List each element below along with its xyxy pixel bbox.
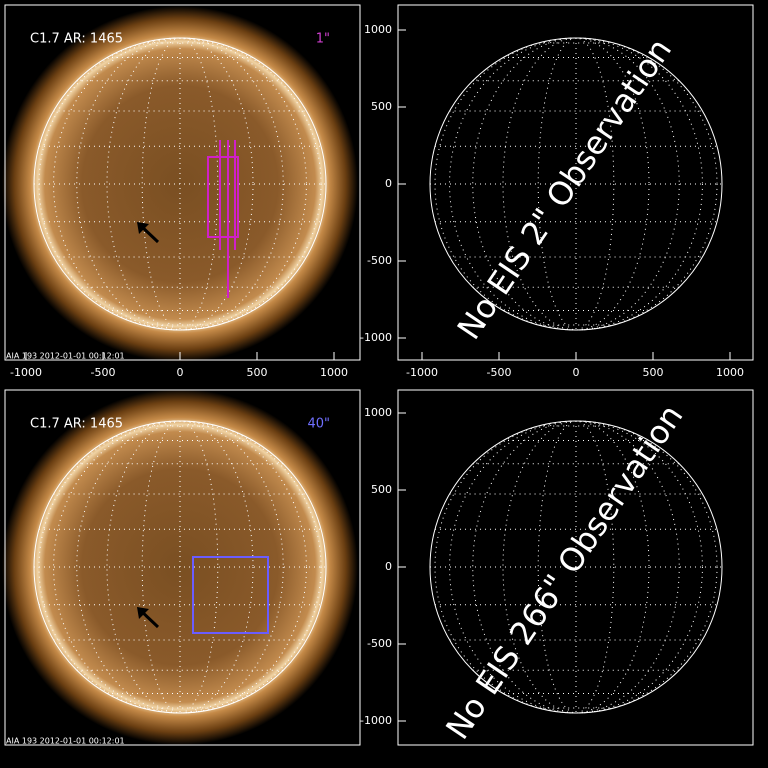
panel-title: C1.7 AR: 1465 bbox=[30, 32, 123, 47]
longitude-line bbox=[449, 37, 703, 331]
x-tick-label: 0 bbox=[573, 366, 580, 379]
arrow-head bbox=[137, 222, 149, 234]
y-tick-label: 1000 bbox=[364, 23, 392, 36]
x-tick-label: -1000 bbox=[10, 366, 42, 379]
x-tick-label: 500 bbox=[247, 366, 268, 379]
x-tick-label: -500 bbox=[487, 366, 512, 379]
x-tick-label: -1000 bbox=[406, 366, 438, 379]
x-tick-label: 1000 bbox=[320, 366, 348, 379]
helio-grid bbox=[34, 420, 326, 714]
panel-frame bbox=[4, 4, 361, 361]
y-tick-label: -1000 bbox=[360, 714, 392, 727]
x-tick-label: -500 bbox=[91, 366, 116, 379]
y-tick-label: 500 bbox=[371, 483, 392, 496]
longitude-line bbox=[53, 37, 307, 331]
longitude-line bbox=[141, 420, 219, 714]
longitude-line bbox=[537, 37, 615, 331]
longitude-line bbox=[472, 420, 680, 714]
longitude-line bbox=[53, 420, 307, 714]
x-tick-label: 1000 bbox=[716, 366, 744, 379]
footer: AIA 193 2012-01-01 00:12:01 bbox=[6, 352, 125, 361]
scale-label: 1" bbox=[316, 32, 330, 47]
limb bbox=[33, 420, 327, 714]
y-tick-label: -1000 bbox=[360, 331, 392, 344]
longitude-line bbox=[537, 420, 615, 714]
y-tick-label: 0 bbox=[385, 560, 392, 573]
limb bbox=[33, 37, 327, 331]
eis-box bbox=[207, 156, 239, 238]
longitude-line bbox=[76, 420, 284, 714]
longitude-line bbox=[472, 37, 680, 331]
y-tick-label: 1000 bbox=[364, 406, 392, 419]
y-tick-label: 500 bbox=[371, 100, 392, 113]
longitude-line bbox=[449, 420, 703, 714]
footer: AIA 193 2012-01-01 00:12:01 bbox=[6, 737, 125, 746]
panel-frame bbox=[4, 389, 361, 746]
longitude-line bbox=[141, 37, 219, 331]
y-tick-label: 0 bbox=[385, 177, 392, 190]
panel-title: C1.7 AR: 1465 bbox=[30, 417, 123, 432]
x-tick-label: 0 bbox=[177, 366, 184, 379]
y-tick-label: -500 bbox=[367, 637, 392, 650]
longitude-line bbox=[76, 37, 284, 331]
y-tick-label: -500 bbox=[367, 254, 392, 267]
limb bbox=[429, 420, 723, 714]
scale-label: 40" bbox=[307, 417, 330, 432]
limb bbox=[429, 37, 723, 331]
arrow-head bbox=[137, 607, 149, 619]
x-tick-label: 500 bbox=[643, 366, 664, 379]
eis-box bbox=[192, 556, 269, 634]
